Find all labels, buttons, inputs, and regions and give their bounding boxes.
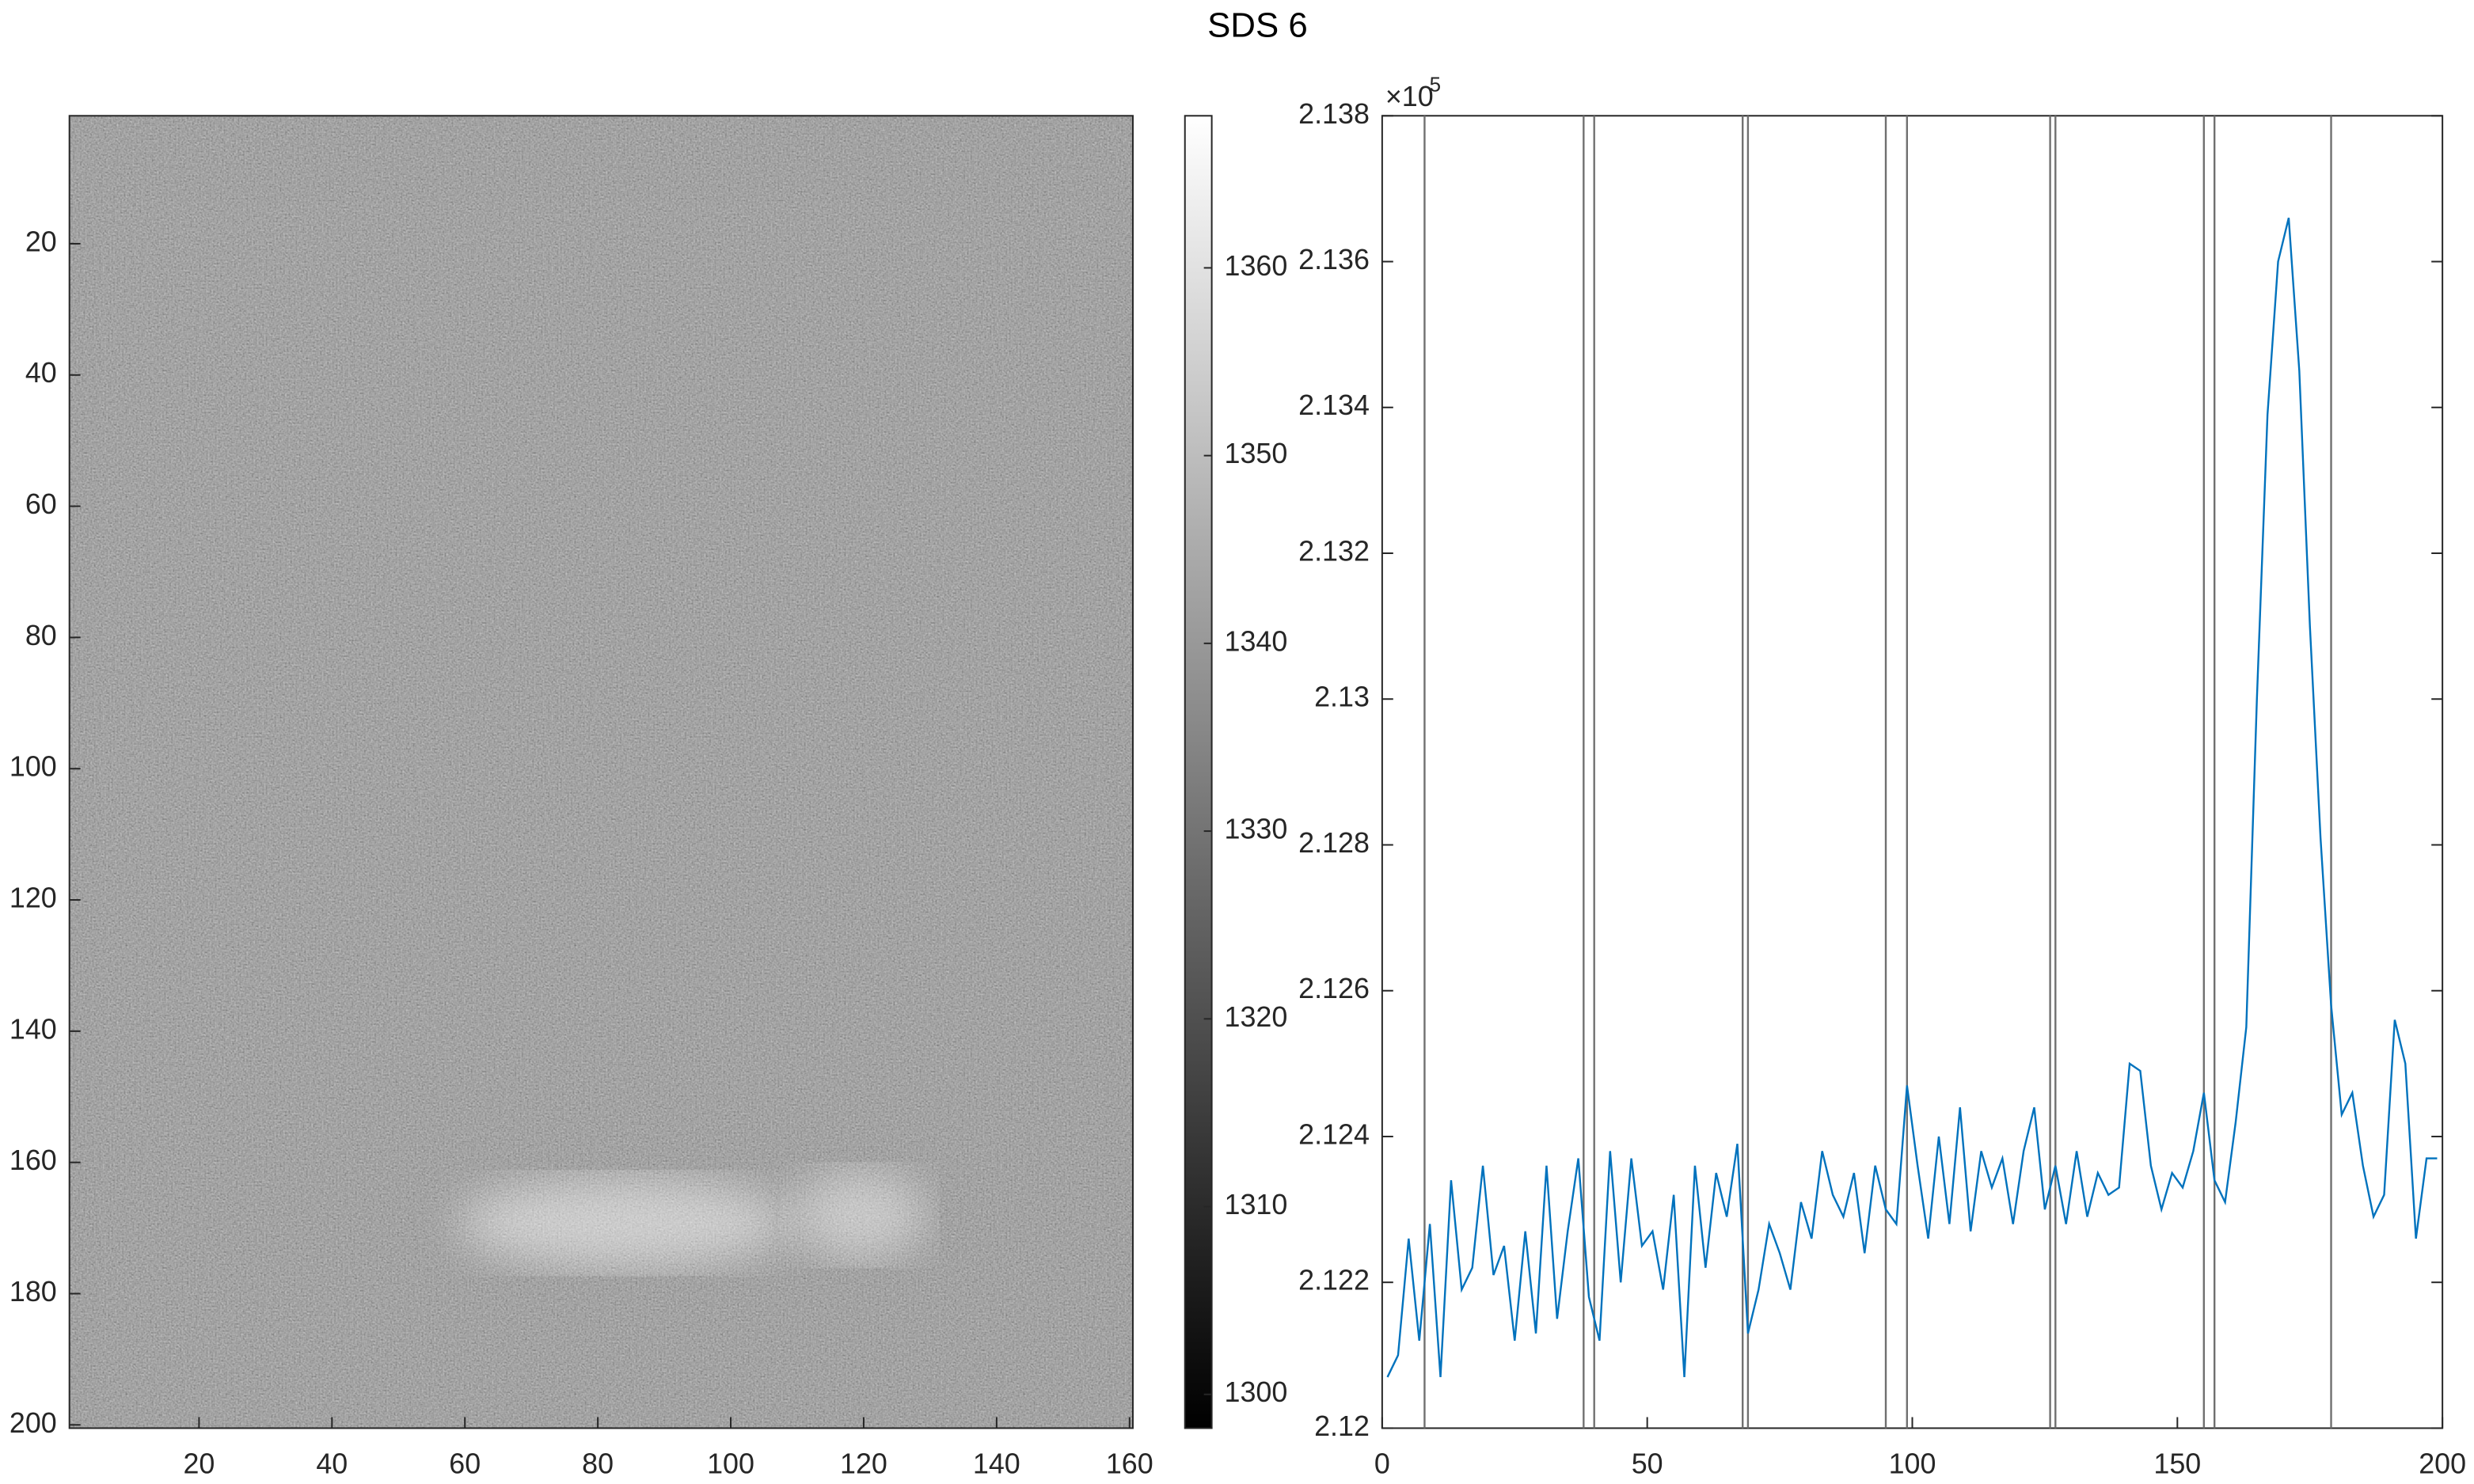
x-tick-label: 150 xyxy=(2153,1448,2201,1480)
y-tick-label: 2.13 xyxy=(1314,681,1370,713)
y-tick-label: 2.12 xyxy=(1314,1410,1370,1442)
colorbar-tick-label: 1340 xyxy=(1225,625,1288,657)
y-tick-label: 2.122 xyxy=(1298,1265,1370,1296)
colorbar-tick-label: 1350 xyxy=(1225,438,1288,469)
y-tick-label: 40 xyxy=(25,357,57,389)
figure-title: SDS 6 xyxy=(1207,6,1308,44)
y-tick-label: 120 xyxy=(10,882,57,914)
x-tick-label: 100 xyxy=(707,1448,754,1480)
y-tick-label: 20 xyxy=(25,226,57,257)
line-series xyxy=(1386,217,2438,1378)
x-tick-label: 200 xyxy=(2419,1448,2466,1480)
y-tick-label: 200 xyxy=(10,1407,57,1439)
y-tick-label: 140 xyxy=(10,1013,57,1045)
colorbar-tick-label: 1310 xyxy=(1225,1189,1288,1220)
colorbar-tick-label: 1300 xyxy=(1225,1376,1288,1408)
colorbar-tick-label: 1320 xyxy=(1225,1001,1288,1033)
x-tick-label: 160 xyxy=(1106,1448,1153,1480)
colorbar-tick-label: 1330 xyxy=(1225,814,1288,845)
y-tick-label: 2.136 xyxy=(1298,244,1370,275)
x-tick-label: 20 xyxy=(183,1448,215,1480)
x-tick-label: 60 xyxy=(449,1448,481,1480)
x-tick-label: 100 xyxy=(1889,1448,1936,1480)
heatmap-image xyxy=(69,116,1133,1429)
y-tick-label: 100 xyxy=(10,751,57,783)
heatmap-bright-region xyxy=(457,1178,789,1268)
x-tick-label: 140 xyxy=(973,1448,1020,1480)
y-tick-label: 2.132 xyxy=(1298,535,1370,567)
y-exponent: 5 xyxy=(1430,74,1441,96)
y-tick-label: 2.126 xyxy=(1298,973,1370,1004)
y-tick-label: 2.124 xyxy=(1298,1118,1370,1150)
y-tick-label: 60 xyxy=(25,488,57,520)
y-tick-label: 2.138 xyxy=(1298,98,1370,130)
heatmap-bright-region xyxy=(793,1171,926,1260)
y-tick-label: 180 xyxy=(10,1276,57,1308)
line-axes-box xyxy=(1381,115,2444,1429)
colorbar-tick-label: 1360 xyxy=(1225,250,1288,282)
colorbar xyxy=(1184,115,1213,1429)
x-tick-label: 40 xyxy=(316,1448,348,1480)
heatmap-axes-box xyxy=(68,115,1134,1429)
x-tick-label: 0 xyxy=(1374,1448,1390,1480)
x-tick-label: 50 xyxy=(1632,1448,1663,1480)
y-tick-label: 2.134 xyxy=(1298,389,1370,421)
y-tick-label: 80 xyxy=(25,620,57,651)
y-tick-label: 160 xyxy=(10,1144,57,1176)
x-tick-label: 120 xyxy=(840,1448,887,1480)
y-exponent-base: ×10 xyxy=(1385,81,1434,112)
x-tick-label: 80 xyxy=(582,1448,614,1480)
y-tick-label: 2.128 xyxy=(1298,827,1370,859)
